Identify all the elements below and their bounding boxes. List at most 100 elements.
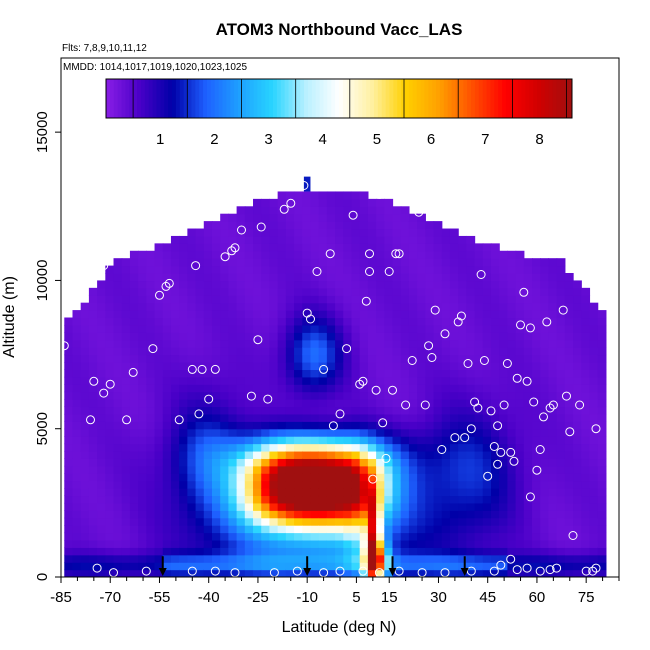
heatmap-cell [425, 332, 435, 341]
heatmap-cell [581, 324, 591, 333]
heatmap-cell [367, 324, 377, 333]
heatmap-cell [441, 428, 451, 437]
heatmap-cell [474, 310, 484, 319]
heatmap-cell [318, 436, 328, 445]
heatmap-cell [97, 354, 106, 363]
heatmap-cell [490, 391, 500, 400]
heatmap-cell [302, 332, 312, 341]
observation-point [535, 445, 545, 454]
heatmap-cell [482, 369, 492, 378]
heatmap-cell [581, 369, 591, 378]
heatmap-cell [88, 406, 98, 415]
heatmap-cell [121, 532, 131, 541]
heatmap-cell [211, 310, 221, 319]
heatmap-cell [499, 458, 508, 467]
heatmap-cell [540, 510, 550, 519]
observation-point [506, 554, 516, 564]
heatmap-cell [121, 428, 131, 437]
heatmap-cell [351, 354, 361, 363]
heatmap-cell [285, 361, 295, 370]
colorbar-segment [245, 79, 251, 118]
heatmap-cell [220, 495, 229, 504]
heatmap-cell [507, 525, 517, 534]
observation-point [493, 421, 503, 431]
heatmap-cell [482, 458, 492, 467]
heatmap-cell [523, 354, 533, 363]
heatmap-cell [392, 391, 402, 400]
heatmap-cell [302, 354, 312, 363]
heatmap-cell [400, 406, 410, 415]
observation-point [378, 418, 388, 428]
heatmap-cell [187, 458, 197, 467]
heatmap-cell [564, 324, 574, 333]
heatmap-cell [589, 532, 599, 541]
heatmap-cell [310, 562, 320, 571]
heatmap-cell [335, 206, 344, 215]
heatmap-cell [64, 554, 74, 563]
heatmap-cell [80, 517, 90, 526]
heatmap-cell [261, 198, 271, 207]
heatmap-cell [129, 250, 139, 259]
heatmap-cell [294, 361, 303, 370]
heatmap-cell [408, 450, 418, 459]
heatmap-cell [310, 480, 320, 489]
colorbar-segment [416, 79, 422, 118]
heatmap-cell [326, 532, 336, 541]
heatmap-cell [187, 391, 197, 400]
heatmap-cell [482, 413, 492, 422]
heatmap-cell [523, 532, 533, 541]
heatmap-cell [105, 525, 115, 534]
heatmap-cell [277, 280, 287, 289]
heatmap-cell [335, 495, 344, 504]
heatmap-cell [400, 310, 410, 319]
heatmap-cell [597, 406, 607, 415]
heatmap-cell [244, 361, 254, 370]
heatmap-cell [376, 310, 385, 319]
heatmap-cell [523, 458, 533, 467]
heatmap-cell [515, 569, 525, 577]
heatmap-cell [105, 332, 115, 341]
heatmap-cell [335, 376, 344, 385]
heatmap-cell [376, 510, 385, 519]
heatmap-cell [88, 347, 98, 356]
heatmap-cell [408, 502, 418, 511]
heatmap-cell [359, 465, 369, 474]
heatmap-cell [384, 221, 394, 230]
heatmap-cell [408, 517, 418, 526]
heatmap-cell [548, 391, 558, 400]
heatmap-cell [318, 376, 328, 385]
heatmap-cell [72, 465, 82, 474]
heatmap-cell [433, 354, 443, 363]
heatmap-cell [408, 421, 418, 430]
heatmap-cell [384, 243, 394, 252]
heatmap-cell [441, 450, 451, 459]
heatmap-cell [294, 517, 303, 526]
heatmap-cell [220, 221, 229, 230]
heatmap-cell [253, 258, 262, 267]
heatmap-cell [72, 384, 82, 393]
heatmap-cell [211, 221, 221, 230]
heatmap-cell [359, 295, 369, 304]
heatmap-cell [228, 376, 238, 385]
heatmap-cell [277, 450, 287, 459]
heatmap-cell [351, 235, 361, 244]
heatmap-cell [441, 406, 451, 415]
heatmap-cell [474, 502, 484, 511]
heatmap-cell [384, 428, 394, 437]
heatmap-cell [335, 428, 344, 437]
heatmap-cell [277, 221, 287, 230]
heatmap-cell [285, 295, 295, 304]
heatmap-cell [318, 443, 328, 452]
heatmap-cell [449, 339, 459, 348]
heatmap-cell [277, 317, 287, 326]
heatmap-cell [310, 450, 320, 459]
observation-point [463, 359, 473, 368]
heatmap-cell [261, 547, 271, 556]
heatmap-cell [318, 228, 328, 237]
heatmap-cell [244, 347, 254, 356]
heatmap-cell [499, 517, 508, 526]
heatmap-cell [261, 302, 271, 311]
heatmap-cell [138, 295, 147, 304]
heatmap-cell [433, 532, 443, 541]
